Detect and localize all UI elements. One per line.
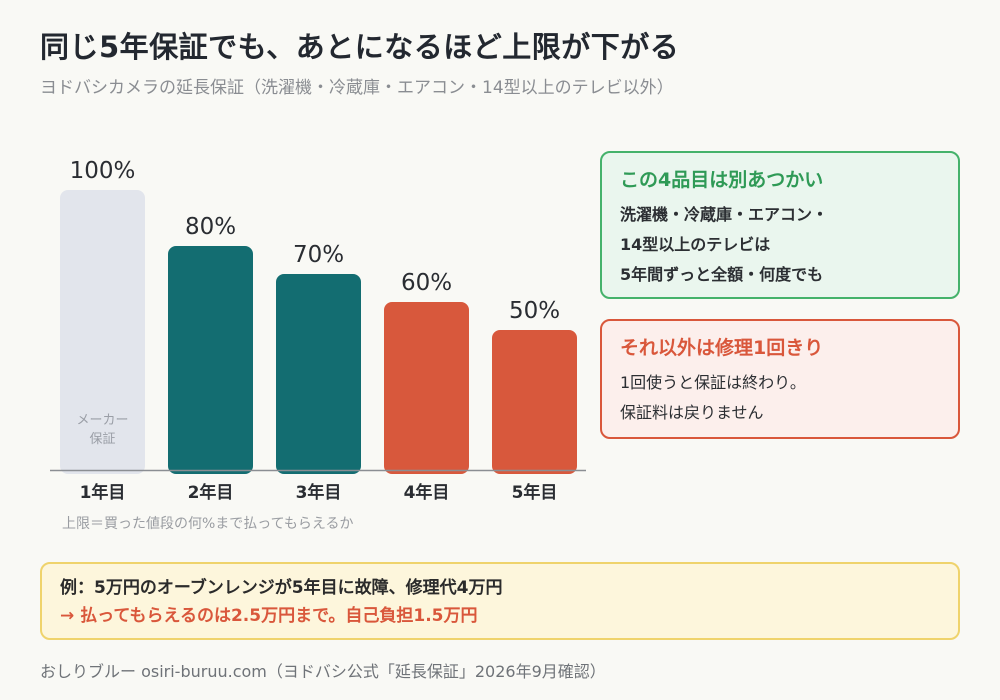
footer-source: おしりブルー osiri-buruu.com（ヨドバシ公式「延長保証」2026年…: [40, 662, 606, 681]
bar-value-label: 100%: [70, 158, 136, 184]
bar-value-label: 60%: [401, 270, 452, 296]
page-title: 同じ5年保証でも、あとになるほど上限が下がる: [40, 30, 680, 64]
other-items-card-line: 1回使うと保証は終わり。: [620, 373, 806, 392]
bar: [492, 330, 577, 474]
x-tick-label: 2年目: [188, 482, 234, 503]
example-case-text: 例：5万円のオーブンレンジが5年目に故障、修理代4万円: [60, 578, 503, 598]
other-items-card-title: それ以外は修理1回きり: [620, 337, 824, 359]
x-tick-label: 3年目: [296, 482, 342, 503]
special-items-card-line: 14型以上のテレビは: [620, 235, 771, 254]
example-result-text: → 払ってもらえるのは2.5万円まで。自己負担1.5万円: [60, 606, 478, 626]
manufacturer-warranty-label: メーカー: [76, 413, 128, 428]
special-items-card-title: この4品目は別あつかい: [620, 169, 824, 191]
bar: [384, 302, 469, 474]
bar-value-label: 80%: [185, 214, 236, 240]
manufacturer-warranty-label: 保証: [89, 432, 115, 447]
bar: [276, 274, 361, 474]
bar-value-label: 50%: [509, 298, 560, 324]
chart-note: 上限＝買った値段の何%まで払ってもらえるか: [62, 516, 354, 532]
other-items-card-line: 保証料は戻りません: [620, 403, 764, 422]
example-box: 例：5万円のオーブンレンジが5年目に故障、修理代4万円 → 払ってもらえるのは2…: [40, 562, 960, 640]
special-items-card: この4品目は別あつかい 洗濯機・冷蔵庫・エアコン・ 14型以上のテレビは 5年間…: [600, 151, 960, 299]
special-items-card-line: 洗濯機・冷蔵庫・エアコン・: [620, 205, 829, 224]
special-items-card-line: 5年間ずっと全額・何度でも: [620, 265, 824, 284]
bar: [168, 246, 253, 474]
page-subtitle: ヨドバシカメラの延長保証（洗濯機・冷蔵庫・エアコン・14型以上のテレビ以外）: [40, 78, 674, 98]
x-tick-label: 5年目: [512, 482, 558, 503]
bar: [60, 190, 145, 474]
x-tick-label: 4年目: [404, 482, 450, 503]
other-items-card: それ以外は修理1回きり 1回使うと保証は終わり。 保証料は戻りません: [600, 319, 960, 439]
bar-value-label: 70%: [293, 242, 344, 268]
x-tick-label: 1年目: [80, 482, 126, 503]
